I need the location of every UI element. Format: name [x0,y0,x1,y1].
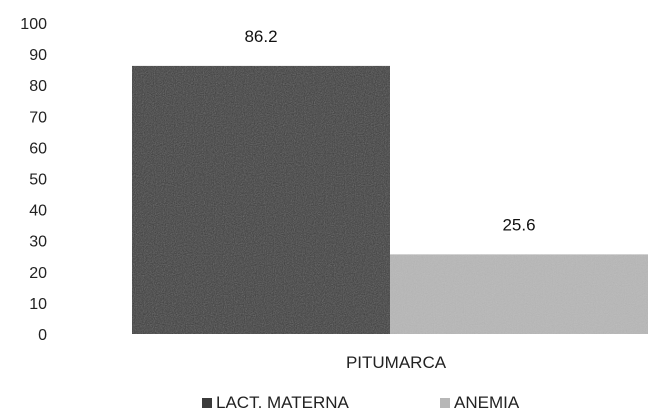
legend: LACT. MATERNA ANEMIA [202,393,520,412]
y-tick-label: 10 [29,296,47,313]
bar-anemia [390,254,648,334]
data-labels: 86.2 25.6 [244,27,535,234]
y-tick-label: 80 [29,78,47,95]
bar-lact-materna [132,65,390,334]
y-tick-label: 30 [29,234,47,251]
data-label: 25.6 [502,215,535,234]
y-tick-label: 90 [29,47,47,64]
data-label: 86.2 [244,27,277,46]
legend-swatch [440,398,450,408]
x-axis: PITUMARCA [346,353,447,372]
y-tick-label: 0 [38,327,47,344]
y-tick-label: 40 [29,203,47,220]
bars [132,65,648,334]
y-tick-label: 50 [29,172,47,189]
y-tick-label: 100 [20,16,47,33]
legend-label: LACT. MATERNA [216,393,350,412]
legend-swatch [202,398,212,408]
legend-label: ANEMIA [454,393,520,412]
y-axis: 0 10 20 30 40 50 60 70 80 90 100 [20,16,47,344]
y-tick-label: 70 [29,109,47,126]
y-tick-label: 60 [29,140,47,157]
y-tick-label: 20 [29,265,47,282]
x-category-label: PITUMARCA [346,353,447,372]
